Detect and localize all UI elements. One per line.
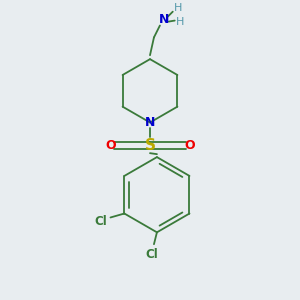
Text: O: O (184, 139, 195, 152)
Text: N: N (159, 13, 169, 26)
Text: O: O (105, 139, 116, 152)
Text: N: N (145, 116, 155, 129)
Text: Cl: Cl (94, 215, 107, 228)
Text: H: H (173, 3, 182, 13)
Text: H: H (176, 16, 184, 27)
Text: S: S (145, 138, 155, 153)
Text: Cl: Cl (146, 248, 158, 261)
